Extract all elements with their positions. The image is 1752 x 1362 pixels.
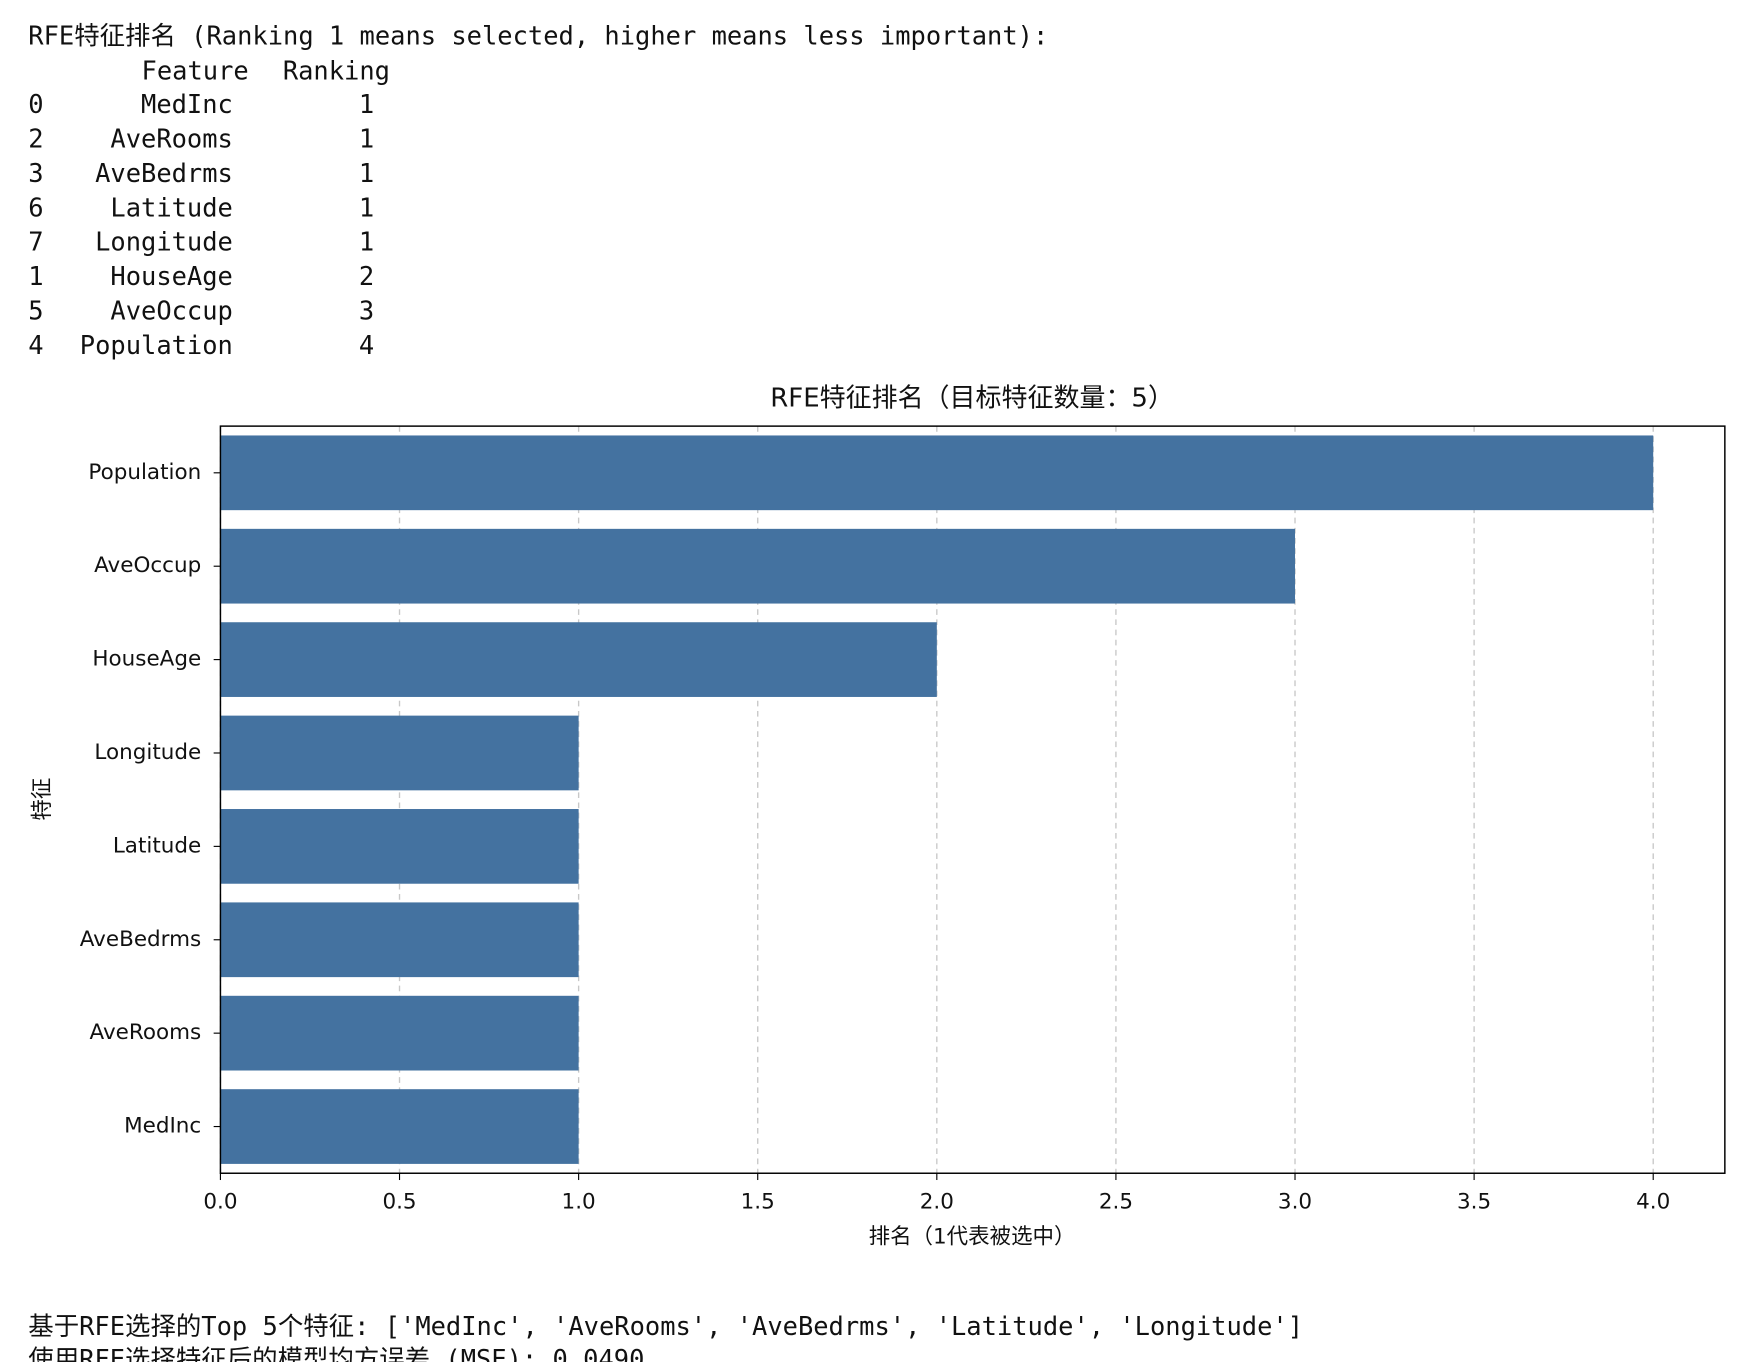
row-index: 5 bbox=[28, 295, 43, 325]
y-axis-label: 特征 bbox=[30, 778, 55, 821]
x-tick-label: 0.5 bbox=[382, 1190, 416, 1215]
ranking: 3 bbox=[359, 295, 374, 325]
x-tick-label: 0.0 bbox=[203, 1190, 237, 1215]
feature-name: HouseAge bbox=[110, 261, 232, 291]
row-index: 4 bbox=[28, 330, 43, 360]
feature-name: AveRooms bbox=[110, 124, 232, 154]
table-header: Feature bbox=[142, 55, 249, 85]
feature-name: AveOccup bbox=[110, 295, 232, 325]
y-tick-label: Longitude bbox=[94, 740, 201, 765]
bar bbox=[220, 809, 579, 884]
y-tick-label: HouseAge bbox=[92, 647, 201, 672]
x-tick-label: 2.5 bbox=[1099, 1190, 1133, 1215]
feature-name: Longitude bbox=[95, 227, 233, 257]
row-index: 1 bbox=[28, 261, 43, 291]
x-tick-label: 3.5 bbox=[1457, 1190, 1491, 1215]
ranking: 1 bbox=[359, 158, 374, 188]
bar bbox=[220, 995, 579, 1071]
bar bbox=[220, 622, 937, 697]
x-tick-label: 4.0 bbox=[1636, 1190, 1670, 1215]
x-tick-label: 2.0 bbox=[920, 1190, 954, 1215]
y-tick-label: Population bbox=[88, 460, 201, 485]
bar bbox=[220, 715, 579, 791]
ranking: 1 bbox=[359, 124, 374, 154]
ranking: 4 bbox=[359, 330, 374, 360]
x-tick-label: 1.5 bbox=[741, 1190, 775, 1215]
x-tick-label: 3.0 bbox=[1278, 1190, 1312, 1215]
feature-name: Population bbox=[80, 330, 233, 360]
row-index: 2 bbox=[28, 124, 43, 154]
y-tick-label: AveOccup bbox=[94, 553, 201, 578]
y-tick-label: Latitude bbox=[113, 833, 201, 858]
bar bbox=[220, 902, 579, 978]
plot-frame bbox=[219, 425, 1726, 1174]
row-index: 7 bbox=[28, 227, 43, 257]
y-tick-label: MedInc bbox=[124, 1114, 201, 1139]
row-index: 3 bbox=[28, 158, 43, 188]
feature-name: Latitude bbox=[110, 192, 232, 222]
table-header: Ranking bbox=[283, 55, 390, 85]
y-tick-label: AveBedrms bbox=[80, 927, 201, 952]
output-line: RFE特征排名 (Ranking 1 means selected, highe… bbox=[28, 20, 1048, 50]
ranking: 2 bbox=[359, 261, 374, 291]
output-line: 基于RFE选择的Top 5个特征: ['MedInc', 'AveRooms',… bbox=[28, 1311, 1303, 1341]
bar bbox=[220, 435, 1654, 511]
plot: 0.0 0.5 1.0 1.5 2.0 2.5 3.0 3.5 4.0 Population Ave… bbox=[80, 426, 1670, 1215]
row-index: 0 bbox=[28, 89, 43, 119]
y-tick-label: AveRooms bbox=[90, 1020, 202, 1045]
x-axis-label: 排名（1代表被选中） bbox=[869, 1225, 1076, 1250]
output-line: 使用RFE选择特征后的模型均方误差 (MSE): 0.0490 bbox=[28, 1344, 644, 1362]
feature-name: MedInc bbox=[141, 89, 233, 119]
bar bbox=[220, 528, 1296, 604]
bar bbox=[220, 1089, 579, 1164]
ranking: 1 bbox=[359, 89, 374, 119]
row-index: 6 bbox=[28, 192, 43, 222]
chart-title: RFE特征排名（目标特征数量：5） bbox=[770, 383, 1174, 413]
x-tick-label: 1.0 bbox=[562, 1190, 596, 1215]
ranking: 1 bbox=[359, 227, 374, 257]
feature-name: AveBedrms bbox=[95, 158, 233, 188]
ranking: 1 bbox=[359, 192, 374, 222]
